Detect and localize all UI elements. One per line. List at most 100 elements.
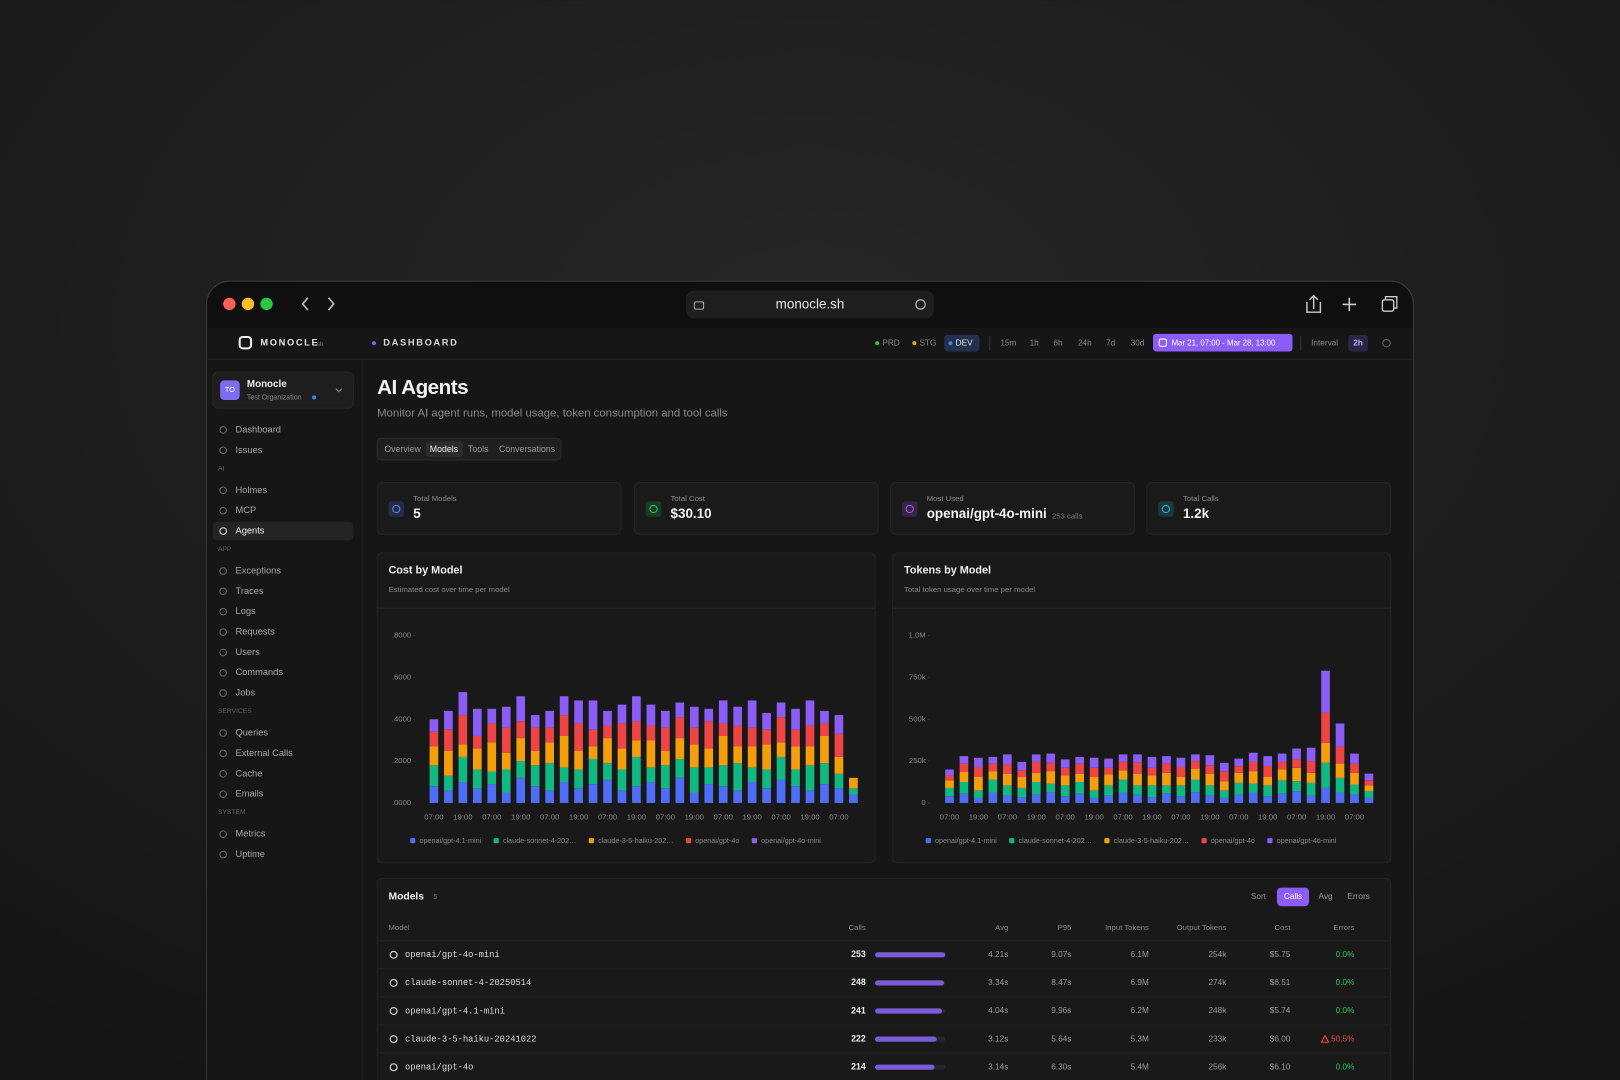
legend-label[interactable]: openai/gpt-4o-mini (1277, 836, 1337, 845)
sort-option[interactable]: Calls (1284, 892, 1302, 901)
nav-item[interactable]: Dashboard (236, 424, 281, 434)
chart-subtitle: Total token usage over time per model (904, 585, 1035, 594)
bar-segment (1147, 767, 1157, 776)
bar-segment (1075, 793, 1084, 803)
nav-item[interactable]: Jobs (236, 688, 256, 698)
env-toggle[interactable]: PRD (882, 338, 899, 347)
bar-segment (675, 717, 685, 739)
forward-button[interactable] (327, 297, 335, 311)
tab[interactable]: Models (430, 444, 459, 454)
bar-segment (1335, 723, 1345, 747)
tab[interactable]: Conversations (499, 444, 556, 454)
bar-segment (1075, 756, 1084, 764)
chevron (335, 388, 343, 393)
legend-label[interactable]: openai/gpt-4.1-mini (419, 836, 481, 845)
legend-label[interactable]: openai/gpt-4.1-mini (935, 836, 997, 845)
env-toggle[interactable]: DEV (956, 338, 973, 347)
bar-segment (646, 767, 656, 783)
bar-segment (661, 750, 670, 766)
range-button[interactable]: 30d (1131, 338, 1145, 347)
new-tab-icon[interactable] (1342, 297, 1357, 312)
tab[interactable]: Overview (384, 444, 421, 454)
bar-segment (472, 708, 482, 736)
bar-segment (834, 756, 844, 774)
bar-segment (1176, 785, 1186, 797)
bar-segment (733, 725, 743, 747)
close-button[interactable] (223, 297, 236, 311)
sort-option[interactable]: Errors (1347, 892, 1369, 901)
tab[interactable]: Tools (468, 444, 489, 454)
minimize-button[interactable] (241, 297, 255, 311)
range-button[interactable]: 6h (1053, 338, 1063, 347)
url-bar[interactable] (686, 290, 934, 319)
bar-segment (487, 723, 497, 743)
bar-segment (617, 769, 627, 791)
section-dot (371, 341, 377, 346)
refresh-icon[interactable] (1382, 338, 1391, 348)
x-tick-label: 19:00 (1258, 812, 1277, 821)
nav-item[interactable]: Traces (236, 586, 264, 596)
org-card[interactable] (212, 371, 354, 409)
env-toggle[interactable]: STG (920, 338, 937, 347)
tabs-icon[interactable] (1381, 299, 1395, 312)
nav-item[interactable]: Requests (236, 627, 276, 637)
nav-item[interactable]: Issues (236, 445, 263, 455)
bar-segment (762, 769, 771, 789)
range-button[interactable]: 24h (1078, 338, 1092, 347)
env-active[interactable] (944, 334, 980, 352)
nav-item[interactable]: Users (236, 647, 261, 657)
nav-item[interactable]: Holmes (236, 485, 268, 495)
legend-label[interactable]: openai/gpt-4o (695, 836, 739, 845)
nav-item[interactable]: External Calls (236, 748, 294, 758)
legend-label[interactable]: openai/gpt-4o (1211, 836, 1255, 845)
legend-label[interactable]: openai/gpt-4o-mini (761, 836, 821, 845)
back-button[interactable] (301, 297, 309, 311)
nav-icon (219, 790, 227, 798)
share-icon[interactable] (1306, 294, 1322, 313)
nav-item[interactable]: Queries (236, 728, 269, 738)
nav-item[interactable]: Agents (236, 525, 265, 535)
y-tick-label: 0 (921, 798, 925, 807)
cell-output: 254k (1208, 950, 1227, 959)
bar-segment (1292, 748, 1301, 760)
page-subtitle: Monitor AI agent runs, model usage, toke… (377, 407, 728, 419)
nav-item[interactable]: Cache (236, 768, 263, 778)
bar-segment (603, 779, 612, 803)
nav-item[interactable]: Commands (236, 667, 284, 677)
date-range-button[interactable] (1153, 333, 1293, 352)
bar-segment (1089, 757, 1099, 768)
range-button[interactable]: 7d (1106, 338, 1116, 347)
legend-label[interactable]: claude-3-5-haiku-202… (598, 836, 673, 845)
legend-label[interactable]: claude-sonnet-4-202… (1019, 836, 1092, 845)
x-tick-label: 07:00 (1113, 812, 1132, 821)
bar-segment (1277, 769, 1287, 781)
bar-segment (632, 756, 641, 787)
sort-active[interactable] (1276, 887, 1310, 907)
stat-card (890, 482, 1135, 535)
nav-item[interactable]: Metrics (236, 829, 266, 839)
interval-box[interactable] (1348, 334, 1368, 352)
cell-input: 6.9M (1131, 978, 1149, 987)
x-tick-label: 19:00 (1084, 812, 1103, 821)
nav-item[interactable]: MCP (236, 505, 257, 515)
bar-segment (588, 700, 598, 730)
range-button[interactable]: 15m (1000, 338, 1016, 347)
model-icon (389, 978, 398, 987)
nav-item[interactable]: Logs (236, 606, 256, 616)
bar-segment (516, 761, 526, 778)
nav-item[interactable]: Uptime (236, 849, 265, 859)
cell-cost: $6.51 (1270, 978, 1291, 987)
nav-item[interactable]: Exceptions (236, 565, 282, 575)
bar-segment (1335, 792, 1345, 803)
legend-label[interactable]: claude-3-5-haiku-202… (1114, 836, 1189, 845)
range-button[interactable]: 1h (1030, 338, 1040, 347)
reload-icon[interactable] (915, 299, 926, 310)
sort-option[interactable]: Avg (1319, 892, 1333, 901)
bar-segment (776, 779, 786, 803)
bar-segment (1133, 754, 1142, 763)
x-tick-label: 19:00 (742, 812, 761, 821)
zoom-button[interactable] (260, 297, 273, 311)
nav-item[interactable]: Emails (236, 789, 264, 799)
legend-label[interactable]: claude-sonnet-4-202… (503, 836, 576, 845)
bar-segment (516, 696, 526, 722)
